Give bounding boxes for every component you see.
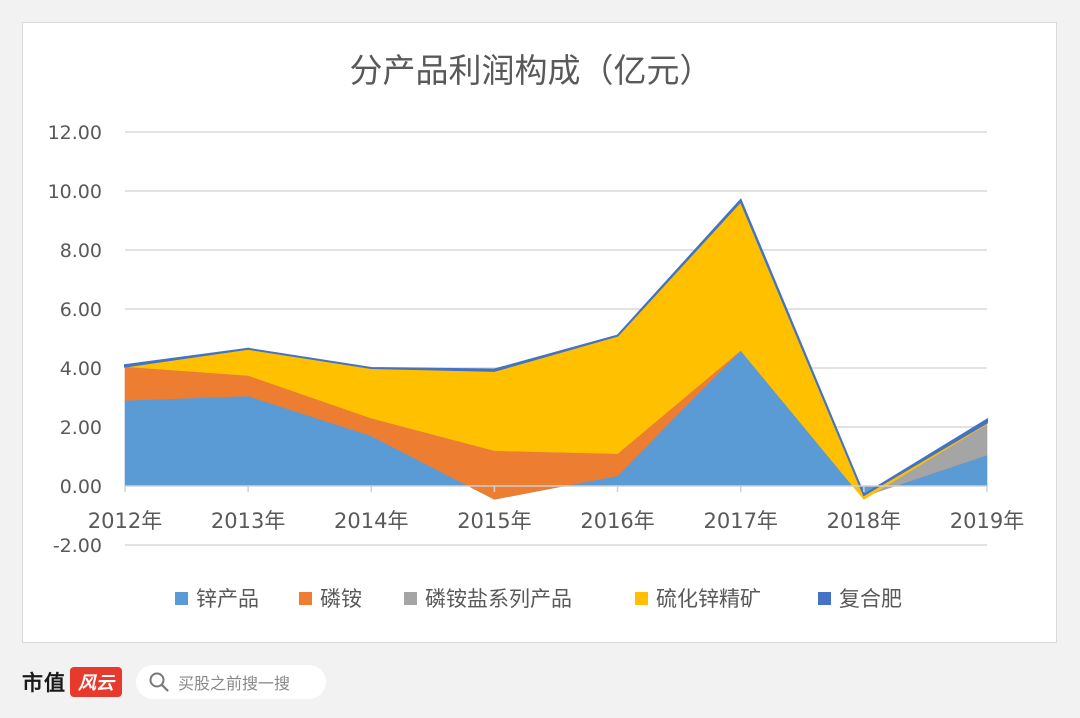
y-tick-label: 4.00 [60, 358, 102, 380]
x-tick-label: 2012年 [88, 509, 162, 533]
legend-swatch [818, 592, 831, 605]
chart-panel: 分产品利润构成（亿元） 12.00 10.00 8.00 6.00 4.00 2.00 0.… [22, 22, 1057, 643]
y-tick-label: 0.00 [60, 476, 102, 498]
brand-name: 市值 [22, 671, 66, 695]
legend-swatch [175, 592, 188, 605]
brand-seal: 风云 [70, 667, 122, 697]
x-tick-label: 2016年 [580, 509, 654, 533]
search-icon [149, 672, 169, 692]
x-tick-label: 2013年 [211, 509, 285, 533]
search-box[interactable]: 买股之前搜一搜 [136, 665, 326, 699]
x-tick-label: 2017年 [703, 509, 777, 533]
search-placeholder: 买股之前搜一搜 [178, 674, 291, 693]
series-areas [124, 198, 988, 500]
legend-label: 硫化锌精矿 [656, 587, 761, 611]
y-tick-label: 12.00 [48, 122, 102, 144]
y-tick-label: -2.00 [53, 535, 102, 557]
chart-title: 分产品利润构成（亿元） [350, 51, 713, 90]
footer-bar: 市值 风云 买股之前搜一搜 [22, 664, 326, 700]
x-tick-label: 2018年 [827, 509, 901, 533]
brand-logo: 市值 风云 [22, 664, 122, 700]
legend: 锌产品 磷铵 磷铵盐系列产品 硫化锌精矿 复合肥 [175, 587, 902, 611]
y-tick-label: 10.00 [48, 181, 102, 203]
legend-label: 锌产品 [196, 587, 259, 611]
axes: 12.00 10.00 8.00 6.00 4.00 2.00 0.00 -2.002012年… [48, 122, 1025, 557]
x-tick-label: 2015年 [457, 509, 531, 533]
legend-swatch [299, 592, 312, 605]
legend-label: 磷铵 [320, 587, 362, 611]
series-area-4 [124, 198, 988, 497]
x-tick-label: 2019年 [950, 509, 1024, 533]
area-chart: 分产品利润构成（亿元） 12.00 10.00 8.00 6.00 4.00 2.00 0.… [48, 51, 1025, 611]
legend-swatch [635, 592, 648, 605]
legend-label: 磷铵盐系列产品 [425, 587, 572, 611]
y-tick-label: 8.00 [60, 240, 102, 262]
legend-swatch [404, 592, 417, 605]
y-tick-label: 6.00 [60, 299, 102, 321]
x-tick-label: 2014年 [334, 509, 408, 533]
y-tick-label: 2.00 [60, 417, 102, 439]
legend-label: 复合肥 [839, 587, 902, 611]
